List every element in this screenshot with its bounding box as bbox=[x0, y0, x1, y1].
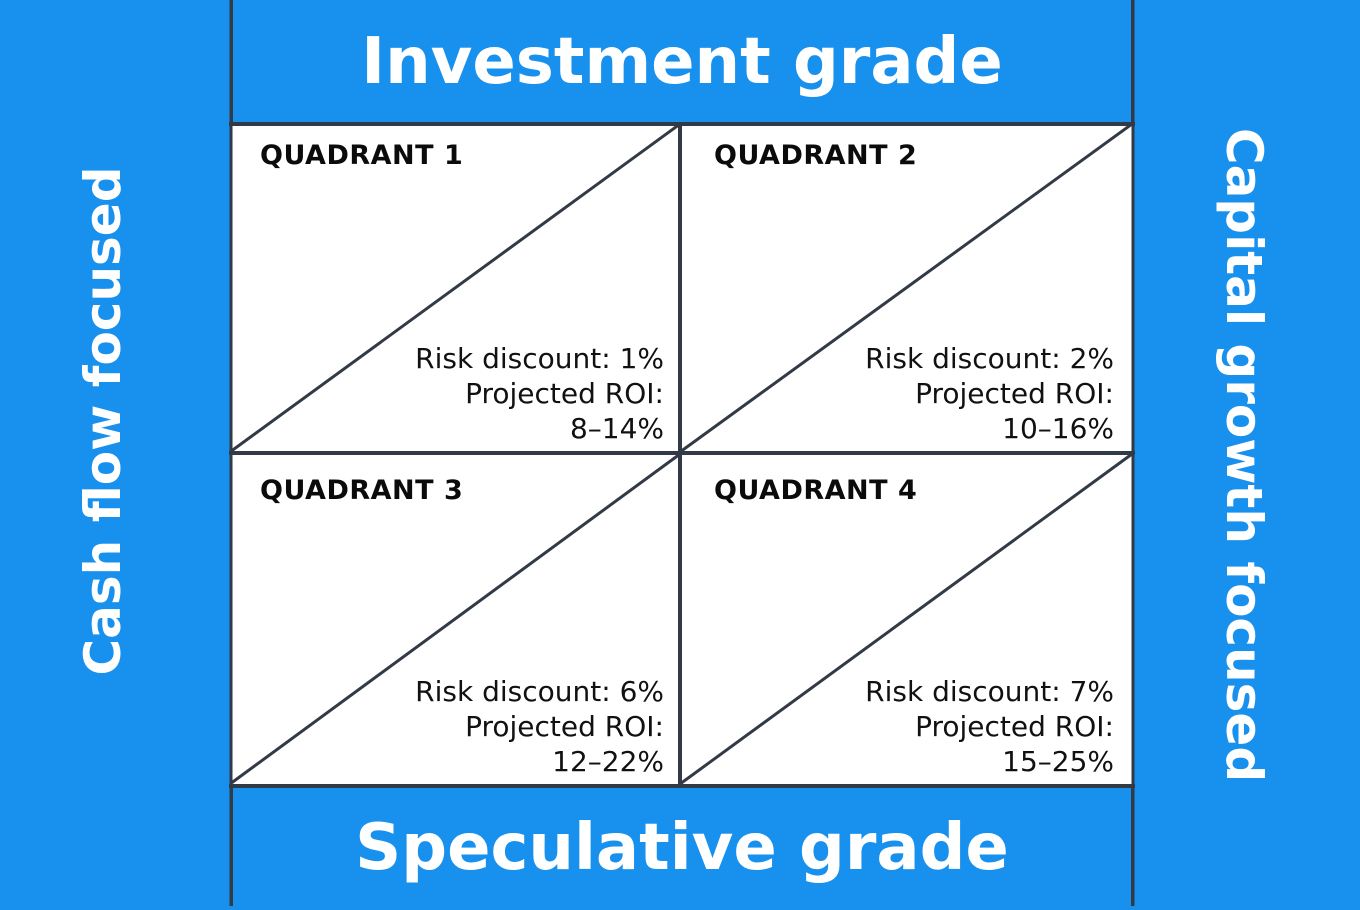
quadrant-3: QUADRANT 3 Risk discount: 6% Projected R… bbox=[230, 455, 682, 785]
right-axis-panel: Capital growth focused bbox=[1134, 0, 1360, 906]
quadrant-details: Risk discount: 6% Projected ROI: 12–22% bbox=[415, 674, 664, 779]
projected-roi-label: Projected ROI: bbox=[465, 710, 664, 743]
left-axis-panel: Cash flow focused bbox=[0, 0, 230, 906]
projected-roi-value: 12–22% bbox=[552, 745, 664, 778]
quadrant-2-diagonal bbox=[679, 122, 1133, 454]
quadrant-title: QUADRANT 4 bbox=[714, 475, 918, 506]
quadrant-details: Risk discount: 2% Projected ROI: 10–16% bbox=[865, 341, 1114, 446]
quadrant-title: QUADRANT 2 bbox=[714, 140, 918, 171]
quadrant-2: QUADRANT 2 Risk discount: 2% Projected R… bbox=[682, 124, 1134, 454]
quadrant-title: QUADRANT 1 bbox=[260, 140, 464, 171]
projected-roi-value: 10–16% bbox=[1002, 412, 1114, 445]
quadrant-details: Risk discount: 7% Projected ROI: 15–25% bbox=[865, 674, 1114, 779]
quadrant-4: QUADRANT 4 Risk discount: 7% Projected R… bbox=[682, 455, 1134, 785]
projected-roi-label: Projected ROI: bbox=[915, 377, 1114, 410]
projected-roi-label: Projected ROI: bbox=[915, 710, 1114, 743]
quadrant-title: QUADRANT 3 bbox=[260, 475, 464, 506]
quadrant-details: Risk discount: 1% Projected ROI: 8–14% bbox=[415, 341, 664, 446]
projected-roi-value: 8–14% bbox=[569, 412, 664, 445]
projected-roi-value: 15–25% bbox=[1002, 745, 1114, 778]
top-axis-label: Investment grade bbox=[230, 0, 1134, 124]
quadrant-1-diagonal bbox=[229, 122, 681, 454]
quadrant-4-diagonal bbox=[679, 452, 1133, 786]
quadrant-1: QUADRANT 1 Risk discount: 1% Projected R… bbox=[230, 124, 682, 454]
bottom-axis-label: Speculative grade bbox=[230, 786, 1134, 906]
risk-discount: Risk discount: 2% bbox=[865, 342, 1114, 375]
risk-discount: Risk discount: 1% bbox=[415, 342, 664, 375]
quadrant-3-diagonal bbox=[229, 452, 681, 786]
risk-discount: Risk discount: 7% bbox=[865, 675, 1114, 708]
projected-roi-label: Projected ROI: bbox=[465, 377, 664, 410]
risk-discount: Risk discount: 6% bbox=[415, 675, 664, 708]
